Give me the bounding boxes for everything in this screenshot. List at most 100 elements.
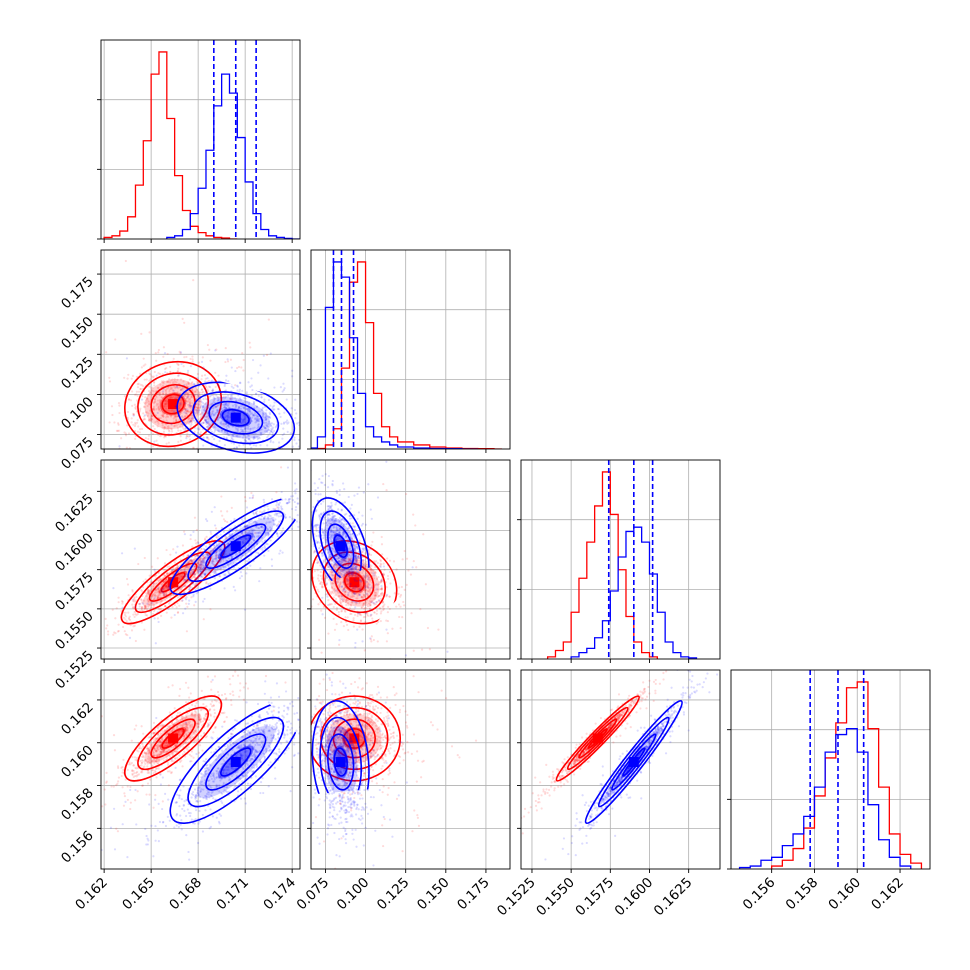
contour-line	[161, 728, 185, 749]
histogram-series	[570, 526, 698, 659]
contour-line	[187, 510, 285, 583]
density-peak	[335, 541, 346, 552]
histogram-series	[738, 728, 912, 869]
contour-line	[327, 733, 355, 791]
contour-line	[134, 551, 212, 614]
histogram-series	[311, 261, 478, 449]
contour-line	[137, 706, 209, 771]
y-tick-label: 0.1625	[52, 491, 97, 536]
contour-line	[150, 384, 196, 425]
histogram-series	[103, 51, 238, 239]
histogram-series	[546, 471, 658, 659]
panel-frame	[100, 459, 301, 660]
panel-2-2	[517, 459, 721, 663]
contour-line	[578, 718, 618, 759]
contour-line	[332, 718, 376, 759]
contour-line	[327, 523, 355, 569]
x-tick-label: 0.100	[334, 875, 373, 914]
contour-line	[220, 747, 252, 777]
contour-line	[205, 523, 267, 569]
contour-line	[148, 562, 198, 602]
contour-line	[192, 391, 280, 445]
contour-line	[137, 372, 209, 436]
density-peak	[168, 399, 179, 410]
x-tick-label: 0.171	[213, 875, 252, 914]
density-peak	[335, 757, 346, 768]
contour-line	[208, 400, 264, 435]
y-tick-label: 0.100	[58, 394, 97, 433]
panel-frame	[730, 669, 931, 870]
x-tick-label: 0.162	[868, 875, 907, 914]
contour-line	[334, 562, 375, 602]
contour-line	[124, 360, 223, 448]
panel-frame	[310, 249, 511, 450]
x-tick-label: 0.168	[166, 875, 205, 914]
contour-line	[160, 572, 186, 593]
contour-line	[587, 728, 608, 749]
density-peak	[230, 541, 241, 552]
contour-line	[311, 695, 402, 782]
y-tick-label: 0.1600	[52, 530, 97, 575]
histogram-series	[771, 681, 923, 869]
density-peak	[349, 577, 360, 588]
panel-0-0	[97, 39, 301, 243]
density-peak	[168, 733, 179, 744]
panel-frame	[100, 669, 301, 870]
contour-line	[597, 716, 670, 808]
contour-line	[221, 408, 250, 427]
contour-line	[333, 534, 348, 558]
x-tick-label: 0.1525	[494, 875, 539, 920]
contour-line	[322, 551, 386, 614]
panel-3-1: 0.075 0.100 0.125 0.150 0.175	[294, 669, 511, 914]
contour-line	[622, 747, 646, 777]
contour-line	[161, 393, 185, 415]
density-peak	[230, 757, 241, 768]
x-tick-label: 0.150	[414, 875, 453, 914]
panel-frame	[100, 39, 301, 240]
x-tick-label: 0.160	[825, 875, 864, 914]
density-peak	[349, 733, 360, 744]
panel-2-1	[307, 459, 511, 663]
panel-frame	[520, 669, 721, 870]
x-tick-label: 0.125	[374, 875, 413, 914]
x-tick-label: 0.075	[294, 875, 333, 914]
contour-line	[611, 733, 657, 791]
contour-line	[311, 700, 370, 800]
density-peak	[628, 757, 639, 768]
contour-line	[124, 695, 223, 782]
contour-line	[187, 716, 285, 808]
x-tick-label: 0.1575	[572, 875, 617, 920]
panel-frame	[310, 669, 511, 870]
contour-line	[319, 716, 363, 800]
x-tick-label: 0.1550	[533, 875, 578, 920]
density-peak	[230, 412, 241, 423]
histogram-series	[316, 261, 502, 449]
contour-line	[555, 695, 640, 782]
y-tick-label: 0.1525	[52, 648, 97, 693]
y-tick-label: 0.1575	[52, 569, 97, 614]
x-tick-label: 0.1600	[612, 875, 657, 920]
y-tick-label: 0.160	[58, 742, 97, 781]
x-tick-label: 0.1625	[651, 875, 696, 920]
panel-frame	[100, 249, 301, 450]
y-tick-label: 0.175	[58, 274, 97, 313]
contour-line	[333, 747, 348, 777]
contour-line	[320, 706, 389, 771]
contour-line	[566, 706, 629, 771]
y-tick-label: 0.156	[58, 828, 97, 867]
y-tick-label: 0.150	[58, 314, 97, 353]
contour-line	[584, 700, 683, 825]
panel-frame	[520, 459, 721, 660]
x-tick-label: 0.175	[454, 875, 493, 914]
y-tick-label: 0.1550	[52, 608, 97, 653]
x-tick-label: 0.165	[119, 875, 158, 914]
histogram-series	[166, 73, 300, 239]
y-tick-label: 0.162	[58, 699, 97, 738]
contour-line	[220, 534, 252, 558]
y-tick-label: 0.125	[58, 354, 97, 393]
x-tick-label: 0.156	[740, 875, 779, 914]
x-tick-label: 0.162	[72, 875, 111, 914]
